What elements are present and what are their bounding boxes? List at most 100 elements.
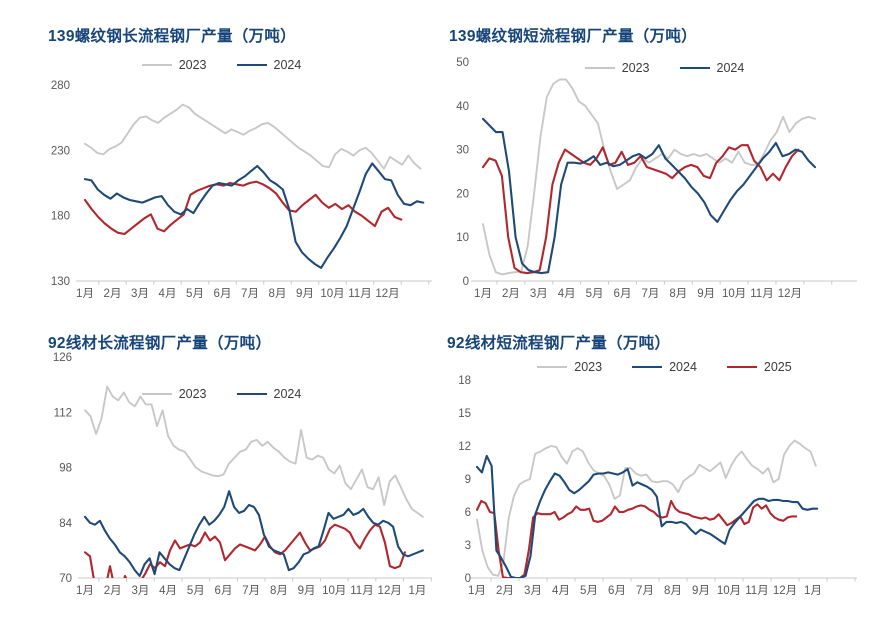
svg-text:7月: 7月 (242, 585, 260, 597)
svg-text:2月: 2月 (104, 288, 122, 300)
svg-text:4月: 4月 (552, 585, 570, 597)
legend-label: 2024 (273, 58, 302, 72)
legend-label: 2024 (273, 387, 302, 401)
svg-text:8月: 8月 (270, 585, 288, 597)
legend: 2023 2024 (443, 61, 886, 75)
svg-text:5月: 5月 (187, 585, 205, 597)
svg-text:3月: 3月 (530, 288, 548, 300)
svg-text:10月: 10月 (722, 288, 746, 300)
svg-text:1月: 1月 (804, 585, 822, 597)
legend-item-2023: 2023 (584, 61, 650, 75)
svg-text:10月: 10月 (717, 585, 741, 597)
legend-item-2024: 2024 (236, 387, 302, 401)
svg-text:2月: 2月 (502, 288, 520, 300)
svg-text:112: 112 (54, 407, 72, 419)
svg-text:1月: 1月 (76, 288, 94, 300)
svg-text:8月: 8月 (269, 288, 287, 300)
svg-text:126: 126 (53, 352, 72, 364)
legend-item-2024: 2024 (236, 58, 302, 72)
svg-text:10月: 10月 (320, 288, 344, 300)
legend-swatch-2023 (141, 63, 172, 67)
svg-text:18: 18 (458, 375, 471, 387)
chart-title: 92线材长流程钢厂产量（万吨） (48, 335, 272, 352)
svg-text:5月: 5月 (586, 288, 604, 300)
svg-text:12: 12 (458, 441, 471, 453)
line-chart-wirerod-long: 70 84 98 112 126 1月 2月 3月 4月 5月 6月 7月 8月 9月 10月 11月 12月 1… (53, 352, 432, 597)
legend-swatch-2024 (632, 365, 663, 369)
legend-swatch-2023 (584, 66, 615, 70)
legend-swatch-2024 (236, 392, 267, 396)
legend-swatch-2024 (679, 66, 710, 70)
legend-label: 2024 (669, 360, 697, 374)
svg-text:11月: 11月 (750, 288, 773, 300)
legend-label: 2023 (574, 360, 603, 374)
legend-swatch-2023 (537, 365, 568, 369)
svg-text:5月: 5月 (580, 585, 598, 597)
chart-title: 139螺纹钢长流程钢厂产量（万吨） (48, 28, 296, 45)
svg-text:9: 9 (465, 474, 471, 486)
legend: 2023 2024 (0, 387, 443, 401)
svg-text:70: 70 (59, 573, 72, 585)
legend-item-2023: 2023 (141, 58, 207, 72)
svg-text:20: 20 (456, 188, 469, 200)
svg-text:12月: 12月 (378, 585, 402, 597)
svg-text:8月: 8月 (669, 288, 687, 300)
legend-swatch-2025 (726, 365, 757, 369)
svg-text:6月: 6月 (215, 585, 233, 597)
svg-text:30: 30 (456, 145, 469, 157)
svg-text:280: 280 (51, 80, 70, 92)
svg-text:1月: 1月 (408, 585, 426, 597)
svg-text:4月: 4月 (558, 288, 576, 300)
svg-text:15: 15 (458, 408, 471, 420)
svg-text:10月: 10月 (322, 585, 346, 597)
svg-text:6月: 6月 (214, 288, 232, 300)
svg-text:6月: 6月 (608, 585, 626, 597)
svg-text:12月: 12月 (778, 288, 802, 300)
svg-text:8月: 8月 (664, 585, 682, 597)
svg-text:3月: 3月 (524, 585, 542, 597)
svg-text:6: 6 (465, 507, 471, 519)
svg-text:130: 130 (51, 276, 70, 288)
svg-text:5月: 5月 (186, 288, 204, 300)
svg-text:9月: 9月 (692, 585, 710, 597)
svg-text:11月: 11月 (350, 585, 373, 597)
legend-item-2023: 2023 (141, 387, 207, 401)
svg-text:4月: 4月 (159, 585, 177, 597)
svg-text:3: 3 (465, 540, 471, 552)
legend-label: 2023 (621, 61, 650, 75)
svg-text:98: 98 (59, 463, 72, 475)
svg-text:40: 40 (456, 101, 469, 113)
svg-text:3月: 3月 (131, 288, 149, 300)
svg-text:12月: 12月 (375, 288, 399, 300)
chart-wirerod-long-process: 92线材长流程钢厂产量（万吨） 2023 2024 70 84 98 112 126 1月… (0, 309, 443, 618)
svg-text:1月: 1月 (468, 585, 486, 597)
chart-title: 139螺纹钢短流程钢厂产量（万吨） (449, 28, 697, 45)
svg-text:50: 50 (456, 57, 469, 69)
svg-text:6月: 6月 (614, 288, 632, 300)
svg-text:180: 180 (51, 211, 70, 223)
svg-text:84: 84 (59, 518, 72, 530)
svg-text:9月: 9月 (697, 288, 715, 300)
chart-rebar-long-process: 139螺纹钢长流程钢厂产量（万吨） 2023 2024 130 180 230 280… (0, 0, 443, 309)
svg-text:7月: 7月 (241, 288, 259, 300)
svg-text:2月: 2月 (496, 585, 514, 597)
legend-item-2023: 2023 (537, 360, 602, 374)
svg-text:2月: 2月 (104, 585, 122, 597)
svg-text:0: 0 (463, 276, 469, 288)
line-chart-rebar-long: 130 180 230 280 1月 2月 3月 4月 5月 6月 7月 8月 9月 10月 11月 12月 (51, 80, 432, 300)
svg-text:1月: 1月 (76, 585, 94, 597)
legend-item-2025: 2025 (726, 360, 792, 374)
line-chart-wirerod-short: 0 3 6 9 12 15 18 1月 2月 3月 4月 5月 6月 7月 8月 9月 10月 11月 12月 1月 (458, 375, 857, 597)
svg-text:4月: 4月 (159, 288, 177, 300)
legend-item-2024: 2024 (679, 61, 744, 75)
chart-title: 92线材短流程钢厂产量（万吨） (447, 335, 671, 352)
chart-wirerod-short-process: 92线材短流程钢厂产量（万吨） 2023 2024 2025 0 3 6 9 12 15 1… (443, 309, 886, 618)
svg-text:10: 10 (456, 232, 469, 244)
svg-text:1月: 1月 (474, 288, 492, 300)
legend-label: 2023 (178, 387, 207, 401)
legend-swatch-2024 (236, 63, 267, 67)
svg-text:11月: 11月 (745, 585, 768, 597)
svg-text:7月: 7月 (641, 288, 659, 300)
svg-text:230: 230 (51, 145, 70, 157)
line-chart-rebar-short: 0 10 20 30 40 50 1月 2月 3月 4月 5月 6月 7月 8月 9月 10月 11月 12月 (456, 57, 857, 300)
